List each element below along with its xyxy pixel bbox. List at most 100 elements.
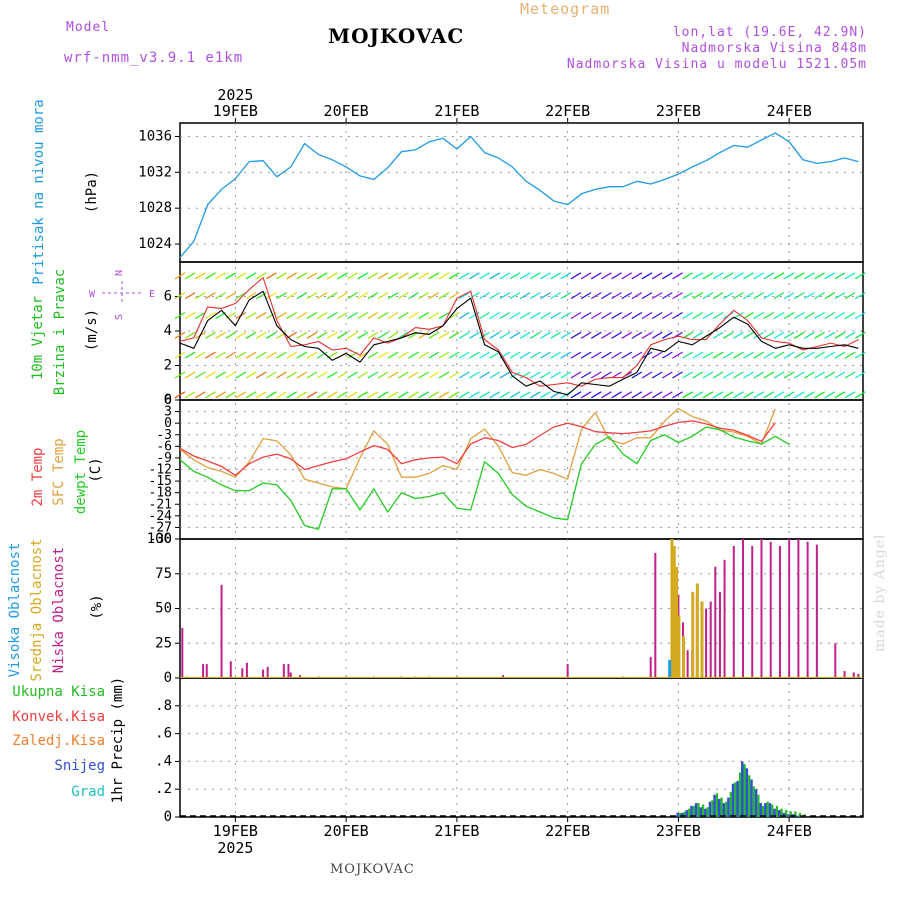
wind-barb — [398, 292, 409, 300]
wind-barb — [804, 331, 815, 339]
cloud-bar-low — [287, 664, 290, 678]
wind-barb — [722, 331, 734, 339]
precip-legend-label: Ukupna Kisa — [12, 684, 105, 700]
wind-barb — [276, 292, 287, 300]
wind-barb — [844, 272, 856, 280]
compass-south: S — [114, 314, 125, 320]
wind-barb — [499, 331, 511, 339]
wind-barb — [814, 292, 825, 300]
cloud-bar-low — [229, 661, 232, 678]
wind-barb — [326, 292, 338, 300]
wind-barb — [794, 331, 805, 339]
wind-barb — [631, 292, 643, 300]
wind-barb — [560, 311, 572, 319]
wind-barb — [834, 351, 846, 359]
wind-barb — [316, 351, 328, 359]
wind-barb — [387, 292, 399, 300]
wind-barb — [367, 351, 379, 359]
wind-barb — [469, 311, 480, 319]
wind-barb — [651, 391, 663, 399]
cloud-bar-low — [705, 608, 708, 678]
wind-barb — [499, 311, 511, 319]
wind-barb — [225, 371, 237, 379]
wind-ytick-label: 4 — [164, 323, 172, 339]
precip-bar-total — [715, 793, 719, 817]
precip-bar-snow — [713, 794, 716, 817]
wind-barb — [540, 311, 551, 319]
wind-barb — [347, 311, 358, 319]
wind-barb — [225, 311, 237, 319]
wind-barb — [174, 292, 186, 300]
wind-barb — [682, 311, 693, 319]
wind-barb — [814, 272, 825, 280]
wind-barb — [245, 391, 257, 399]
wind-barb — [255, 351, 267, 359]
pressure-frame — [179, 122, 864, 263]
wind-barb — [651, 292, 663, 300]
wind-barb — [824, 351, 836, 359]
wind-barb — [428, 331, 440, 339]
wind-barb — [194, 351, 206, 359]
wind-barb — [398, 351, 409, 359]
day-label-top: 19FEB — [213, 102, 258, 120]
wind-barb — [844, 371, 856, 379]
wind-barb — [255, 371, 267, 379]
precip-bar-snow — [690, 805, 693, 817]
wind-barb — [824, 272, 836, 280]
wind-barb — [347, 292, 358, 300]
wind-barb — [783, 391, 795, 399]
wind-barb — [286, 311, 297, 319]
wind-barb — [215, 351, 226, 359]
cloud-bar-low — [778, 545, 781, 678]
wind-barb — [245, 311, 257, 319]
temperature-ytick-label: -18 — [149, 486, 172, 501]
wind-barb — [347, 331, 358, 339]
wind-barb — [621, 391, 633, 399]
wind-barb — [722, 272, 734, 280]
wind-barb — [631, 272, 643, 280]
precip-bar-snow — [699, 807, 702, 817]
wind-barb — [570, 292, 582, 300]
wind-barb — [590, 311, 602, 319]
cloud-bar-low — [806, 541, 809, 678]
wind-barb — [499, 272, 511, 280]
clouds-ytick-label: 50 — [155, 601, 172, 617]
pressure-line — [179, 132, 859, 258]
cloud-bar-low — [769, 541, 772, 678]
temperature-ytick-label: -6 — [156, 439, 172, 454]
precip-bar-snow — [741, 761, 744, 817]
wind-barb — [205, 311, 216, 319]
cloud-bar-low — [834, 643, 837, 678]
wind-barb — [408, 272, 419, 280]
wind-barb — [469, 331, 480, 339]
wind-barb — [540, 331, 551, 339]
wind-barb — [479, 331, 490, 339]
wind-barb — [743, 311, 754, 319]
wind-barb — [651, 311, 663, 319]
wind-barb — [266, 371, 277, 379]
wind-barb — [448, 272, 460, 280]
wind-barb — [398, 391, 409, 399]
wind-barb — [499, 292, 511, 300]
wind-barb — [641, 272, 653, 280]
cloud-bar-low — [686, 650, 689, 678]
wind-barb — [550, 272, 561, 280]
wind-barb — [773, 311, 785, 319]
wind-barb — [255, 331, 267, 339]
wind-barb — [844, 311, 856, 319]
wind-barb — [672, 371, 683, 379]
cloud-bar-low — [205, 664, 208, 678]
wind-barb — [245, 331, 257, 339]
wind-barb — [611, 292, 622, 300]
wind-barb — [794, 351, 805, 359]
wind-barb — [418, 331, 429, 339]
wind-barb — [712, 351, 724, 359]
wind-barb — [804, 272, 815, 280]
cloud-bar-low — [723, 559, 726, 678]
clouds-ytick-label: 75 — [155, 566, 172, 582]
wind-barb — [651, 331, 663, 339]
wind-barb — [702, 272, 714, 280]
wind-barb — [408, 371, 419, 379]
wind-barb — [844, 292, 856, 300]
precip-bar-snow — [750, 779, 753, 817]
